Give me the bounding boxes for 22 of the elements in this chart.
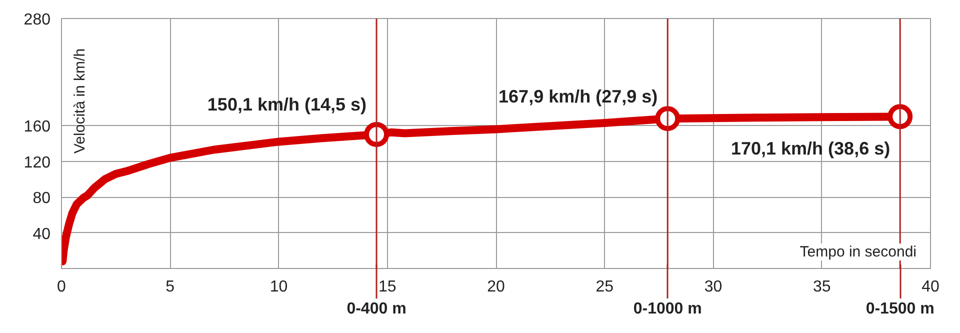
x-tick-label: 0 bbox=[57, 278, 66, 296]
ref-line-label: 0-1000 m bbox=[633, 300, 702, 318]
x-tick-label: 15 bbox=[378, 278, 396, 296]
x-tick-label: 25 bbox=[596, 278, 614, 296]
ref-line-label: 0-1500 m bbox=[866, 300, 934, 318]
annotation: 150,1 km/h (14,5 s) bbox=[207, 94, 367, 114]
x-tick-label: 20 bbox=[487, 278, 505, 296]
y-tick-label: 80 bbox=[32, 190, 51, 208]
annotation: 170,1 km/h (38,6 s) bbox=[730, 138, 890, 159]
y-tick-label: 160 bbox=[24, 118, 51, 136]
y-tick-label: 280 bbox=[24, 12, 51, 28]
annotation: 167,9 km/h (27,9 s) bbox=[498, 86, 658, 107]
x-tick-label: 30 bbox=[704, 278, 722, 296]
x-tick-label: 35 bbox=[812, 278, 831, 296]
y-tick-label: 40 bbox=[32, 226, 51, 243]
ref-line-label: 0-400 m bbox=[346, 300, 406, 318]
x-tick-label: 10 bbox=[270, 278, 288, 296]
x-tick-label: 5 bbox=[166, 278, 175, 296]
x-tick-label: 40 bbox=[922, 278, 940, 296]
y-tick-label: 120 bbox=[24, 154, 51, 172]
x-axis-title: Tempo in secondi bbox=[800, 244, 916, 260]
y-axis-title: Velocità in km/h bbox=[72, 48, 88, 154]
